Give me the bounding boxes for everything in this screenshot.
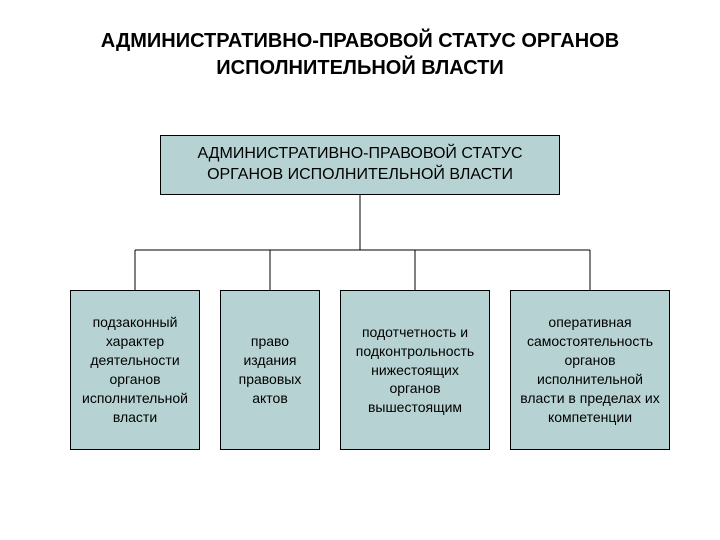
child-node-2: подотчетность и подконтрольность нижесто…: [340, 290, 490, 450]
child-node-label: подотчетность и подконтрольность нижесто…: [347, 323, 483, 417]
child-node-label: оперативная самостоятельность органов ис…: [517, 313, 663, 426]
child-node-0: подзаконный характер деятельности органо…: [70, 290, 200, 450]
child-node-label: подзаконный характер деятельности органо…: [77, 313, 193, 426]
child-node-label: право издания правовых актов: [227, 332, 313, 408]
page-title: АДМИНИСТРАТИВНО-ПРАВОВОЙ СТАТУС ОРГАНОВ …: [0, 28, 720, 82]
root-node-label: АДМИНИСТРАТИВНО-ПРАВОВОЙ СТАТУС ОРГАНОВ …: [171, 144, 549, 186]
root-node: АДМИНИСТРАТИВНО-ПРАВОВОЙ СТАТУС ОРГАНОВ …: [160, 135, 560, 195]
child-node-1: право издания правовых актов: [220, 290, 320, 450]
child-node-3: оперативная самостоятельность органов ис…: [510, 290, 670, 450]
